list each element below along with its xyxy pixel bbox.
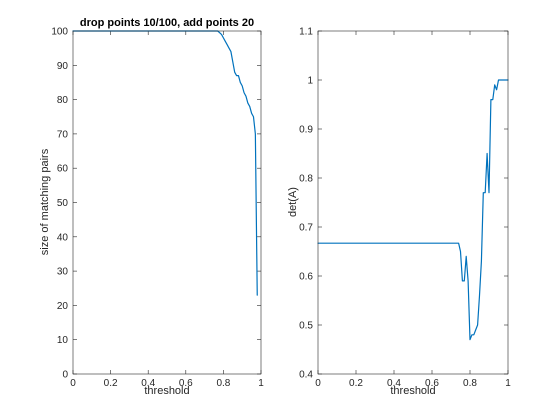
chart-title: drop points 10/100, add points 20 (80, 17, 254, 29)
y-tick-label: 90 (57, 61, 69, 72)
y-tick-label: 20 (57, 301, 69, 312)
plot-border (72, 30, 262, 375)
y-tick-label: 60 (57, 164, 69, 175)
x-tick-label: 0.2 (104, 378, 118, 389)
axis-tick-labels: 0 0.2 0.4 0.6 0.8 1 0.4 0.5 0.6 0.7 0.8 0.9 1 1.1 (299, 27, 511, 390)
x-tick-label: 0 (315, 378, 321, 389)
x-axis-label: threshold (144, 385, 189, 397)
y-tick-label: 0.6 (299, 272, 313, 283)
y-tick-label: 10 (57, 335, 69, 346)
y-tick-label: 0 (62, 370, 68, 381)
y-tick-label: 0.5 (299, 321, 313, 332)
y-tick-label: 50 (57, 198, 69, 209)
x-tick-label: 0.8 (216, 378, 230, 389)
y-tick-label: 30 (57, 267, 69, 278)
x-tick-label: 0.6 (425, 378, 439, 389)
y-tick-label: 100 (51, 27, 68, 38)
plot-area (73, 31, 261, 374)
x-tick-label: 0.4 (141, 378, 155, 389)
y-tick-label: 70 (57, 129, 69, 140)
y-tick-label: 1 (307, 76, 313, 87)
y-tick-label: 0.9 (299, 125, 313, 136)
series-line (72, 30, 258, 296)
y-axis-label: size of matching pairs (39, 148, 51, 255)
y-tick-label: 0.8 (299, 174, 313, 185)
y-tick-label: 40 (57, 232, 69, 243)
x-tick-label: 0.2 (349, 378, 363, 389)
series-line (317, 79, 509, 341)
chart-det-a: 0 0.2 0.4 0.6 0.8 1 0.4 0.5 0.6 0.7 0.8 0.9 1 1.1 thr… (287, 27, 511, 398)
x-tick-label: 1 (258, 378, 264, 389)
chart-matching-pairs: drop points 10/100, add points 20 0 0.2 0.… (39, 17, 264, 397)
x-tick-label: 1 (505, 378, 511, 389)
plot-border (317, 30, 509, 375)
y-tick-label: 0.4 (299, 370, 313, 381)
plot-area (318, 31, 508, 374)
x-tick-label: 0 (70, 378, 76, 389)
x-tick-label: 0.8 (463, 378, 477, 389)
x-tick-label: 0.6 (179, 378, 193, 389)
y-tick-label: 80 (57, 95, 69, 106)
y-axis-label: det(A) (287, 187, 299, 217)
x-tick-label: 0.4 (387, 378, 401, 389)
y-tick-label: 0.7 (299, 223, 313, 234)
x-axis-label: threshold (390, 385, 435, 397)
y-tick-label: 1.1 (299, 27, 313, 38)
